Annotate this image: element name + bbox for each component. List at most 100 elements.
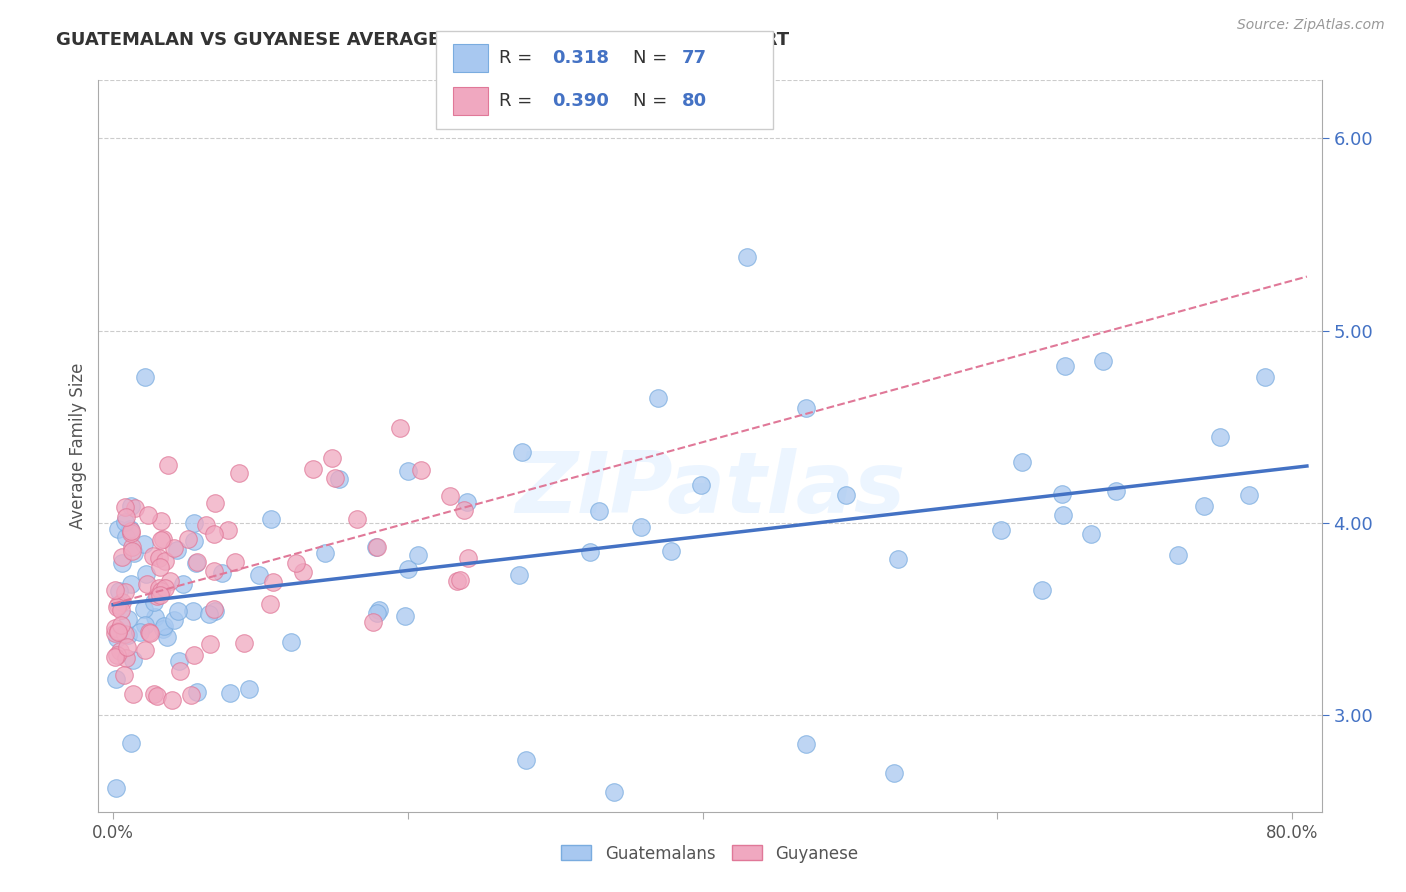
Point bbox=[1254, 370, 1277, 384]
Point bbox=[120, 524, 142, 538]
Point bbox=[149, 559, 172, 574]
Point bbox=[128, 625, 150, 640]
Text: N =: N = bbox=[633, 92, 672, 110]
Point bbox=[163, 541, 186, 555]
Point bbox=[107, 624, 129, 638]
Point bbox=[152, 532, 174, 546]
Point bbox=[107, 600, 129, 615]
Point bbox=[120, 736, 142, 750]
Point bbox=[105, 631, 128, 645]
Point bbox=[302, 462, 325, 476]
Point bbox=[689, 478, 711, 492]
Point bbox=[105, 672, 128, 686]
Point bbox=[183, 516, 205, 530]
Point bbox=[990, 523, 1012, 537]
Point bbox=[388, 421, 411, 435]
Point bbox=[105, 780, 128, 795]
Point bbox=[114, 515, 136, 529]
Text: N =: N = bbox=[633, 49, 672, 67]
Point bbox=[166, 542, 188, 557]
Point bbox=[114, 627, 136, 641]
Point bbox=[122, 546, 145, 560]
Point bbox=[204, 496, 226, 510]
Point bbox=[120, 499, 142, 513]
Point bbox=[411, 463, 433, 477]
Point bbox=[314, 546, 336, 560]
Point bbox=[117, 612, 139, 626]
Point bbox=[153, 554, 176, 568]
Text: GUATEMALAN VS GUYANESE AVERAGE FAMILY SIZE CORRELATION CHART: GUATEMALAN VS GUYANESE AVERAGE FAMILY SI… bbox=[56, 31, 789, 49]
Point bbox=[124, 501, 146, 516]
Point bbox=[321, 450, 343, 465]
Point bbox=[233, 636, 256, 650]
Point bbox=[180, 688, 202, 702]
Point bbox=[149, 515, 172, 529]
Point bbox=[202, 526, 225, 541]
Point bbox=[148, 589, 170, 603]
Point bbox=[211, 566, 233, 580]
Point bbox=[262, 574, 284, 589]
Text: R =: R = bbox=[499, 92, 538, 110]
Point bbox=[146, 690, 169, 704]
Point bbox=[114, 509, 136, 524]
Point bbox=[121, 544, 143, 558]
Point bbox=[115, 640, 138, 655]
Point bbox=[260, 512, 283, 526]
Point bbox=[110, 618, 132, 632]
Point bbox=[647, 391, 669, 405]
Point bbox=[146, 590, 169, 604]
Point bbox=[122, 687, 145, 701]
Point bbox=[510, 445, 533, 459]
Point bbox=[450, 573, 472, 587]
Point bbox=[149, 533, 172, 547]
Point bbox=[1209, 430, 1232, 444]
Point bbox=[284, 556, 307, 570]
Point bbox=[1054, 359, 1077, 373]
Point bbox=[107, 599, 129, 613]
Point bbox=[366, 540, 388, 554]
Point bbox=[167, 654, 190, 668]
Point bbox=[579, 545, 602, 559]
Point bbox=[172, 577, 194, 591]
Point bbox=[152, 622, 174, 636]
Point bbox=[396, 464, 419, 478]
Point bbox=[515, 753, 537, 767]
Point bbox=[104, 582, 127, 597]
Y-axis label: Average Family Size: Average Family Size bbox=[69, 363, 87, 529]
Text: ZIPatlas: ZIPatlas bbox=[515, 449, 905, 532]
Point bbox=[135, 566, 157, 581]
Point bbox=[142, 549, 165, 564]
Point bbox=[110, 602, 132, 616]
Text: 0.318: 0.318 bbox=[553, 49, 610, 67]
Point bbox=[157, 458, 180, 472]
Point bbox=[132, 602, 155, 616]
Point bbox=[114, 585, 136, 599]
Point bbox=[361, 615, 384, 629]
Point bbox=[111, 550, 134, 565]
Point bbox=[659, 543, 682, 558]
Point bbox=[202, 602, 225, 616]
Point bbox=[439, 489, 461, 503]
Point bbox=[406, 548, 429, 562]
Point bbox=[150, 584, 173, 599]
Text: Source: ZipAtlas.com: Source: ZipAtlas.com bbox=[1237, 18, 1385, 32]
Point bbox=[457, 550, 479, 565]
Point bbox=[346, 512, 368, 526]
Point bbox=[198, 637, 221, 651]
Text: 0.390: 0.390 bbox=[553, 92, 609, 110]
Point bbox=[108, 644, 131, 658]
Point bbox=[218, 686, 240, 700]
Point bbox=[121, 541, 143, 555]
Point bbox=[105, 648, 128, 662]
Point bbox=[134, 643, 156, 657]
Point bbox=[630, 519, 652, 533]
Point bbox=[148, 551, 170, 566]
Point bbox=[108, 584, 131, 599]
Point bbox=[1031, 583, 1053, 598]
Point bbox=[217, 523, 239, 537]
Point bbox=[394, 609, 416, 624]
Text: 80: 80 bbox=[682, 92, 707, 110]
Point bbox=[366, 606, 388, 620]
Point bbox=[291, 566, 314, 580]
Point bbox=[588, 503, 610, 517]
